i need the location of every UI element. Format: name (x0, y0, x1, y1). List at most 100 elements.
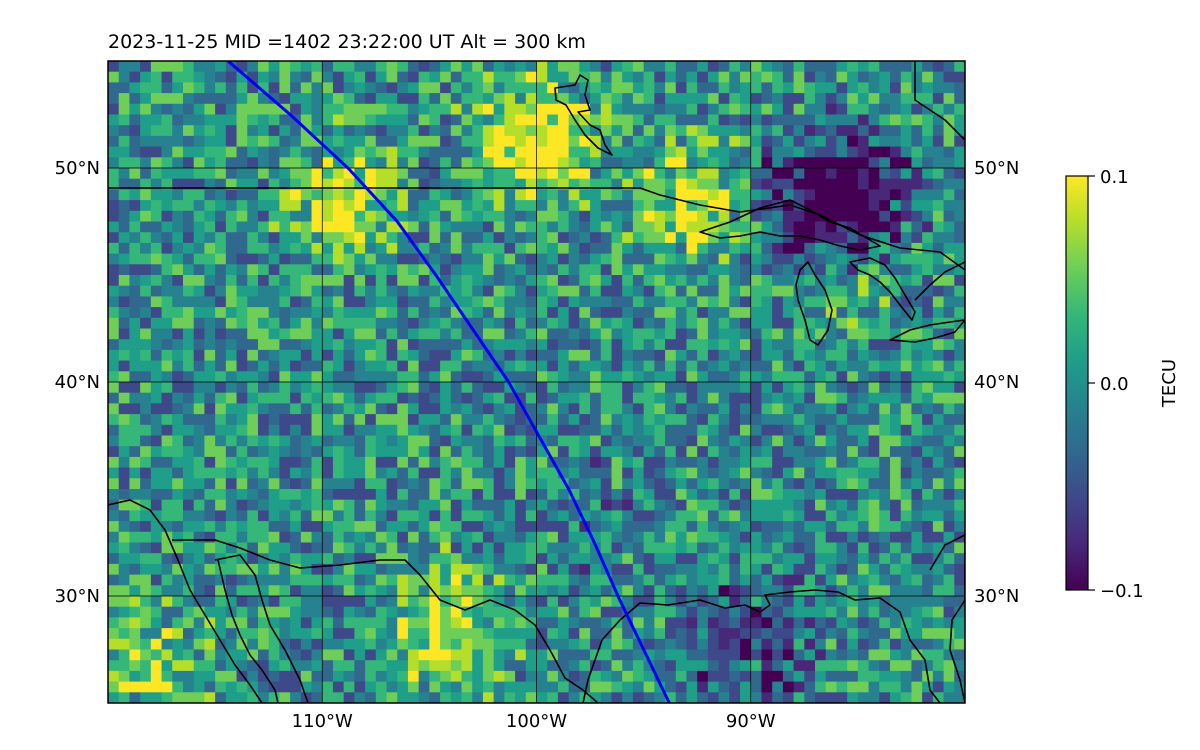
heatmap-cell (890, 135, 902, 148)
heatmap-cell (332, 189, 345, 201)
heatmap-cell (118, 135, 131, 148)
heatmap-cell (729, 61, 741, 73)
heatmap-cell (729, 403, 741, 415)
heatmap-cell (600, 328, 613, 340)
heatmap-cell (600, 103, 613, 116)
heatmap-cell (536, 232, 548, 244)
heatmap-cell (729, 692, 741, 703)
heatmap-cell (525, 221, 538, 233)
heatmap-cell (354, 114, 366, 126)
heatmap-cell (536, 446, 548, 458)
heatmap-cell (150, 403, 163, 415)
heatmap-cell (193, 82, 206, 94)
heatmap-cell (579, 670, 591, 683)
heatmap-cell (740, 531, 752, 544)
heatmap-cell (761, 71, 773, 83)
heatmap-cell (472, 360, 484, 372)
heatmap-cell (943, 382, 955, 394)
heatmap-cell (311, 478, 323, 490)
heatmap-cell (782, 456, 795, 469)
heatmap-cell (472, 210, 484, 223)
heatmap-cell (815, 596, 827, 608)
heatmap-cell (300, 242, 313, 255)
heatmap-cell (665, 542, 677, 554)
heatmap-cell (407, 296, 420, 308)
heatmap-cell (493, 339, 505, 351)
heatmap-cell (632, 157, 645, 169)
heatmap-cell (161, 71, 173, 83)
heatmap-cell (847, 82, 859, 94)
heatmap-cell (204, 660, 216, 672)
heatmap-cell (515, 93, 527, 105)
heatmap-cell (290, 660, 302, 672)
heatmap-cell (225, 424, 238, 437)
heatmap-cell (536, 114, 548, 126)
heatmap-cell (118, 478, 131, 490)
heatmap-cell (707, 489, 720, 501)
heatmap-cell (450, 596, 463, 608)
heatmap-cell (793, 435, 805, 447)
heatmap-cell (718, 681, 730, 693)
heatmap-cell (247, 392, 259, 404)
heatmap-cell (236, 61, 248, 73)
heatmap-cell (568, 467, 580, 479)
heatmap-cell (386, 521, 398, 533)
heatmap-cell (879, 253, 891, 265)
heatmap-cell (772, 275, 784, 287)
heatmap-cell (290, 542, 302, 554)
heatmap-cell (279, 606, 291, 618)
heatmap-cell (140, 125, 152, 137)
heatmap-cell (579, 553, 591, 565)
heatmap-cell (365, 510, 377, 522)
heatmap-cell (482, 200, 495, 212)
heatmap-cell (108, 232, 120, 244)
heatmap-cell (354, 478, 366, 490)
heatmap-cell (568, 296, 580, 308)
heatmap-cell (247, 510, 259, 522)
heatmap-cell (568, 649, 580, 661)
heatmap-cell (322, 264, 334, 276)
heatmap-cell (461, 660, 473, 672)
heatmap-cell (279, 285, 291, 297)
heatmap-cell (397, 146, 409, 158)
heatmap-cell (172, 103, 184, 116)
heatmap-cell (386, 606, 398, 618)
heatmap-cell (375, 349, 388, 362)
heatmap-cell (418, 585, 430, 597)
heatmap-cell (172, 93, 184, 105)
heatmap-cell (782, 563, 795, 576)
heatmap-cell (740, 414, 752, 426)
heatmap-cell (707, 168, 720, 180)
heatmap-cell (450, 467, 463, 479)
heatmap-cell (815, 328, 827, 340)
heatmap-cell (911, 382, 923, 394)
heatmap-cell (536, 510, 548, 522)
heatmap-cell (568, 210, 580, 223)
heatmap-cell (911, 585, 923, 597)
heatmap-cell (461, 424, 473, 437)
heatmap-cell (772, 82, 784, 94)
heatmap-cell (354, 499, 366, 511)
heatmap-cell (236, 296, 248, 308)
heatmap-cell (857, 328, 870, 340)
heatmap-cell (429, 574, 441, 586)
heatmap-cell (665, 189, 677, 201)
heatmap-cell (257, 210, 270, 223)
heatmap-cell (643, 499, 655, 511)
heatmap-cell (450, 521, 463, 533)
heatmap-cell (890, 382, 902, 394)
heatmap-cell (622, 382, 634, 394)
heatmap-cell (215, 424, 227, 437)
heatmap-cell (740, 157, 752, 169)
heatmap-cell (654, 446, 666, 458)
heatmap-cell (600, 382, 613, 394)
heatmap-cell (472, 553, 484, 565)
heatmap-cell (750, 446, 763, 458)
heatmap-cell (622, 71, 634, 83)
heatmap-cell (750, 157, 763, 169)
heatmap-cell (386, 103, 398, 116)
heatmap-cell (815, 606, 827, 618)
heatmap-cell (900, 93, 913, 105)
heatmap-cell (836, 638, 848, 651)
heatmap-cell (150, 446, 163, 458)
